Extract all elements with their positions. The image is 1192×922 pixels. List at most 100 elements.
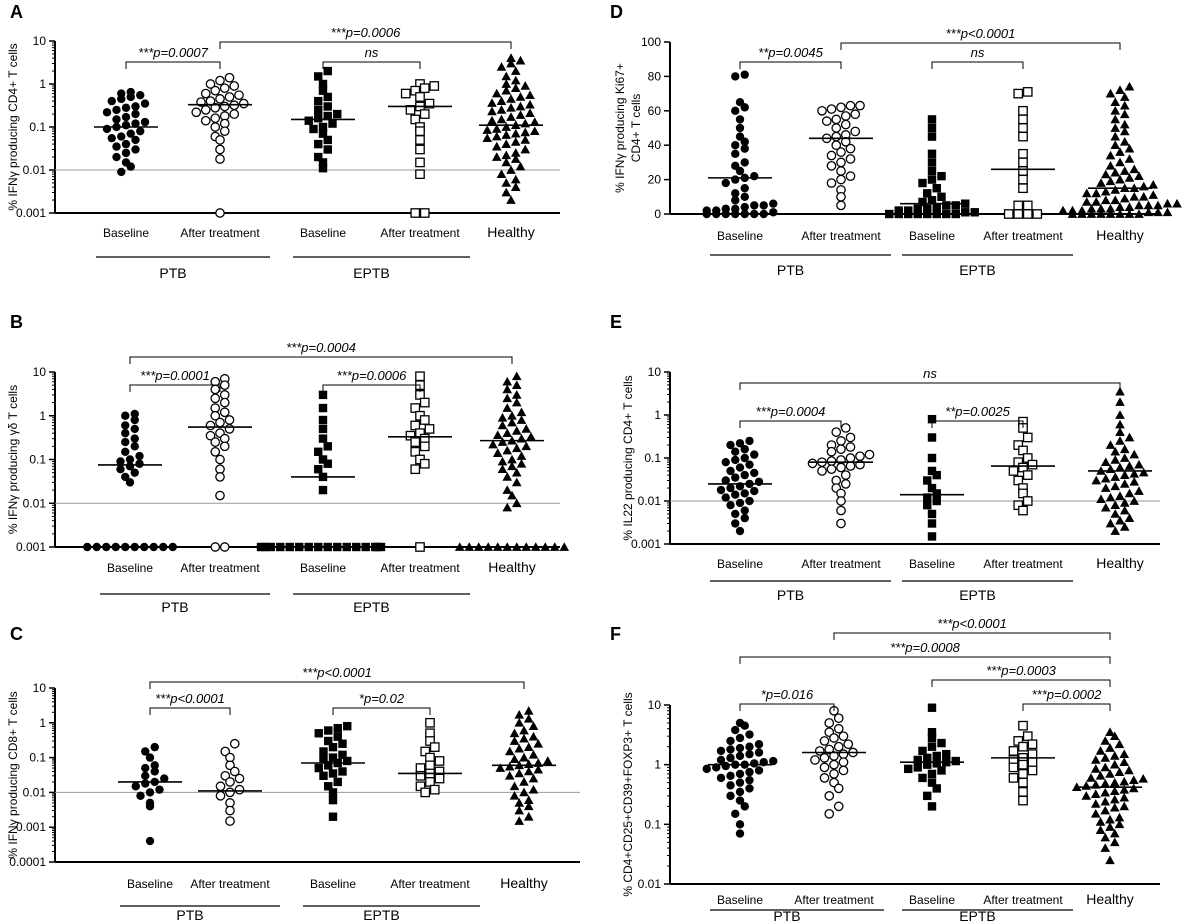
data-point (238, 98, 249, 109)
data-point (1119, 776, 1130, 786)
data-point (1119, 784, 1130, 794)
data-point (112, 142, 121, 151)
data-point (333, 723, 342, 733)
data-point (1114, 812, 1125, 822)
data-point (740, 184, 749, 193)
data-point (502, 376, 513, 386)
data-point (826, 150, 837, 161)
data-point (850, 126, 861, 137)
significance-label: ***p=0.0007 (138, 45, 209, 60)
data-point (1022, 87, 1033, 97)
data-point (750, 468, 759, 478)
data-point (419, 441, 430, 452)
data-point (1119, 92, 1130, 101)
data-point (141, 771, 150, 780)
data-point (923, 493, 932, 502)
data-point (200, 105, 211, 115)
data-point (923, 476, 932, 485)
data-point (515, 101, 526, 111)
data-point (923, 753, 932, 763)
data-point (504, 770, 515, 780)
data-point (833, 741, 844, 752)
data-point (511, 397, 522, 407)
data-point (1138, 192, 1149, 201)
group-label: PTB (777, 262, 804, 278)
category-label: Baseline (717, 229, 763, 243)
data-point (1115, 85, 1125, 94)
category-label: After treatment (983, 229, 1063, 243)
data-point (516, 407, 527, 417)
data-point (145, 802, 155, 811)
data-point (1134, 171, 1144, 180)
data-point (819, 773, 830, 783)
data-point (229, 109, 240, 119)
data-point (328, 119, 337, 128)
y-tick-label: 0.001 (16, 206, 46, 220)
category-label: Baseline (103, 226, 149, 240)
data-point (502, 472, 513, 481)
data-point (1022, 470, 1033, 480)
panel-label: F (610, 624, 621, 644)
data-point (1018, 795, 1028, 806)
data-point (102, 124, 112, 134)
data-point (745, 775, 754, 785)
data-point (1095, 817, 1106, 826)
data-point (525, 90, 535, 100)
data-point (1018, 123, 1028, 133)
data-point (740, 489, 749, 498)
data-point (927, 149, 937, 158)
y-tick-label: 0.001 (16, 540, 46, 554)
data-point (215, 135, 225, 145)
data-point (750, 171, 759, 181)
data-point (117, 94, 126, 104)
data-point (1086, 204, 1097, 213)
data-point (826, 456, 837, 466)
data-point (429, 784, 440, 795)
data-point (735, 439, 745, 448)
data-point (323, 135, 332, 145)
data-point (533, 738, 544, 748)
data-point (507, 461, 517, 471)
data-point (514, 718, 525, 727)
data-point (429, 742, 440, 752)
data-point (1018, 787, 1028, 797)
data-point (121, 103, 131, 112)
series-0 (702, 70, 778, 219)
data-point (215, 94, 225, 104)
data-point (338, 767, 347, 776)
data-point (328, 769, 338, 778)
data-point (506, 165, 516, 174)
data-point (491, 131, 502, 141)
category-label: After treatment (380, 561, 460, 575)
data-point (210, 122, 221, 132)
data-point (1172, 198, 1182, 208)
data-point (735, 829, 745, 838)
data-point (559, 542, 570, 551)
significance-bracket (149, 707, 231, 715)
series-1 (188, 72, 252, 218)
data-point (1003, 209, 1014, 219)
data-point (328, 812, 338, 821)
category-label: Baseline (717, 893, 763, 907)
category-label: After treatment (380, 226, 460, 240)
data-point (1109, 794, 1120, 804)
data-point (502, 393, 513, 403)
data-point (205, 420, 216, 431)
data-point (836, 436, 846, 446)
data-point (1124, 143, 1135, 153)
series-2 (291, 66, 355, 173)
data-point (419, 458, 430, 469)
series-4 (454, 371, 570, 551)
data-point (836, 518, 846, 529)
data-point (225, 805, 235, 816)
significance-bracket (739, 382, 1121, 390)
data-point (131, 109, 140, 119)
data-point (229, 766, 240, 777)
data-point (511, 426, 522, 435)
data-point (826, 160, 837, 171)
data-point (735, 769, 745, 779)
data-point (318, 158, 328, 167)
data-point (1100, 736, 1111, 745)
data-point (506, 94, 516, 103)
data-point (1119, 749, 1130, 758)
